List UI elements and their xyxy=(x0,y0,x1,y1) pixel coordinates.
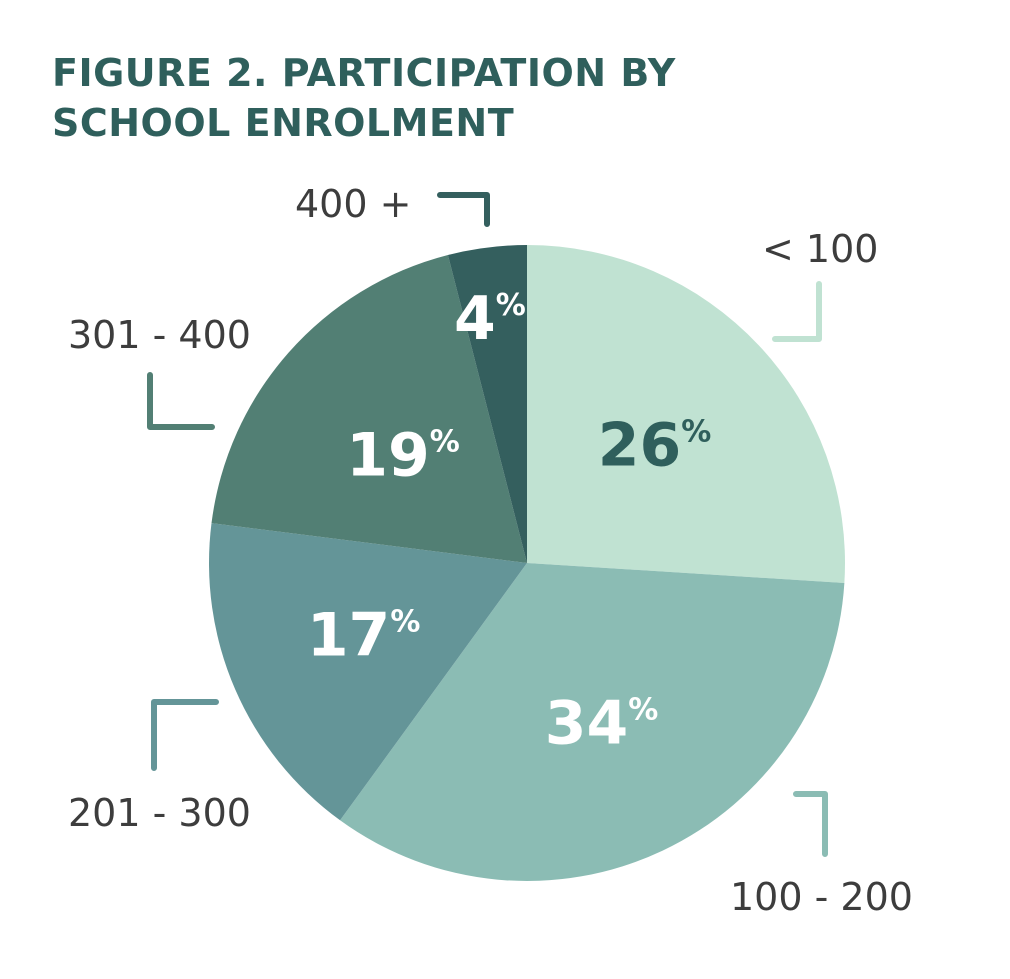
chart-title: FIGURE 2. PARTICIPATION BY SCHOOL ENROLM… xyxy=(52,48,952,148)
pie-slice xyxy=(211,254,527,564)
chart-title-line-2: SCHOOL ENROLMENT xyxy=(52,101,515,145)
category-label: 400 + xyxy=(295,182,411,226)
category-label: 100 - 200 xyxy=(730,875,913,919)
category-bracket xyxy=(772,281,822,342)
category-bracket xyxy=(147,372,215,430)
category-labels: < 100 100 - 200 201 - 300 301 - 400 400 + xyxy=(68,182,913,919)
category-bracket xyxy=(151,699,219,771)
category-brackets xyxy=(147,192,828,857)
pie-slice xyxy=(527,245,845,583)
slice-value-label: 34% xyxy=(545,688,659,758)
pie-slice xyxy=(340,563,845,882)
slice-value-label: 4% xyxy=(454,284,526,354)
slice-value-label: 17% xyxy=(307,601,421,671)
percent-labels: 26% 34% 17% 19% 4% xyxy=(307,284,711,758)
category-label: 201 - 300 xyxy=(68,791,251,835)
category-bracket xyxy=(793,791,828,857)
pie-slice xyxy=(447,245,527,563)
pie-slices xyxy=(209,245,845,882)
slice-value-label: 19% xyxy=(346,421,460,491)
slice-value-label: 26% xyxy=(598,410,712,480)
category-label: 301 - 400 xyxy=(68,313,251,357)
pie-slice xyxy=(209,523,528,821)
category-bracket xyxy=(437,192,490,227)
chart-title-line-1: FIGURE 2. PARTICIPATION BY xyxy=(52,51,676,95)
category-label: < 100 xyxy=(762,227,878,271)
